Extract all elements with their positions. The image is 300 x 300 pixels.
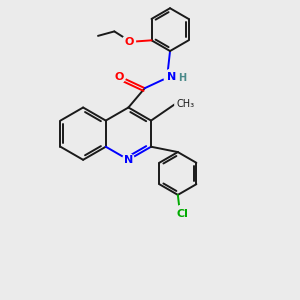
Text: CH₃: CH₃	[176, 99, 194, 109]
Circle shape	[122, 154, 134, 166]
Text: O: O	[124, 37, 134, 47]
Circle shape	[164, 69, 181, 85]
Circle shape	[122, 35, 134, 47]
Circle shape	[175, 205, 190, 220]
Circle shape	[112, 70, 125, 83]
Text: N: N	[124, 155, 133, 165]
Text: H: H	[178, 74, 187, 83]
Text: Cl: Cl	[176, 209, 188, 219]
Circle shape	[176, 95, 195, 114]
Circle shape	[113, 71, 125, 83]
Text: N: N	[167, 72, 176, 82]
Circle shape	[174, 206, 190, 222]
Circle shape	[175, 95, 193, 113]
Circle shape	[122, 35, 136, 48]
Text: O: O	[114, 72, 124, 82]
